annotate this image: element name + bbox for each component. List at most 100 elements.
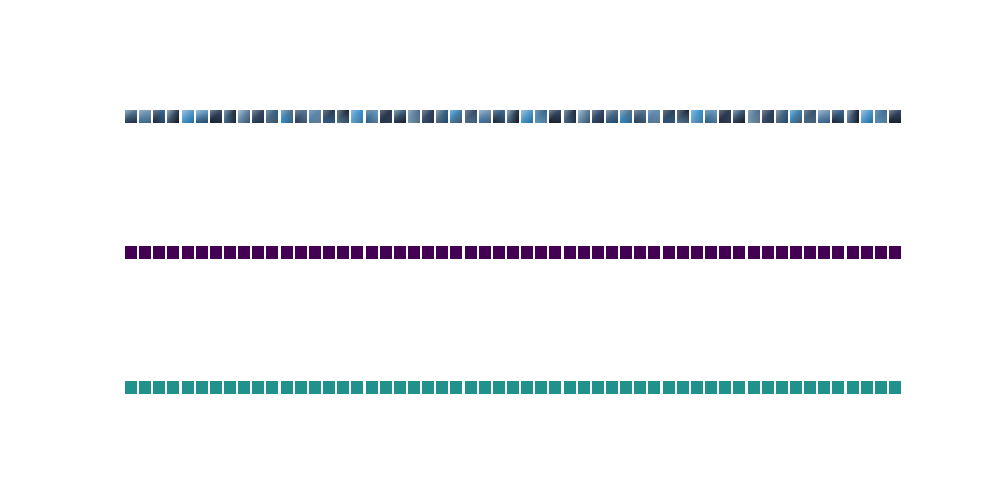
mask-tile <box>125 381 137 394</box>
image-tile <box>210 110 222 123</box>
mask-tile <box>337 246 349 259</box>
mask-tile <box>450 246 462 259</box>
mask-tile <box>366 246 378 259</box>
mask-tile <box>507 246 519 259</box>
image-tile <box>748 110 760 123</box>
image-tile <box>847 110 859 123</box>
image-tile <box>436 110 448 123</box>
mask-tile <box>663 381 675 394</box>
mask-tile <box>691 246 703 259</box>
mask-tile <box>139 246 151 259</box>
mask-tile <box>337 381 349 394</box>
mask-tile <box>790 246 802 259</box>
mask-tile <box>535 246 547 259</box>
image-tile <box>620 110 632 123</box>
mask-tile <box>196 381 208 394</box>
mask-tile <box>323 381 335 394</box>
mask-tile <box>648 246 660 259</box>
image-tile <box>889 110 901 123</box>
mask-tile <box>125 246 137 259</box>
image-tile <box>677 110 689 123</box>
mask-tile <box>776 246 788 259</box>
mask-tile <box>507 381 519 394</box>
mask-tile <box>380 246 392 259</box>
mask-tile <box>224 381 236 394</box>
mask-tile <box>804 381 816 394</box>
mask-tile <box>493 381 505 394</box>
image-tile <box>648 110 660 123</box>
mask-tile <box>733 381 745 394</box>
image-tile <box>804 110 816 123</box>
mask-tile <box>748 246 760 259</box>
mask-tile <box>847 246 859 259</box>
mask-tile <box>450 381 462 394</box>
image-tile <box>351 110 363 123</box>
mask-tile <box>182 246 194 259</box>
mask-tile <box>238 381 250 394</box>
image-tile <box>634 110 646 123</box>
image-tile <box>875 110 887 123</box>
mask-tile <box>479 246 491 259</box>
mask-tile <box>677 246 689 259</box>
mask-tile <box>252 381 264 394</box>
image-tile <box>719 110 731 123</box>
mask-tile <box>549 246 561 259</box>
mask-tile <box>606 381 618 394</box>
mask-tile <box>564 381 576 394</box>
mask-tile <box>677 381 689 394</box>
mask-tile <box>153 246 165 259</box>
mask-tile <box>861 246 873 259</box>
mask-tile <box>634 381 646 394</box>
mask-tile <box>323 246 335 259</box>
teal-mask-row <box>125 381 901 394</box>
mask-tile <box>578 381 590 394</box>
mask-tile <box>196 246 208 259</box>
mask-tile <box>224 246 236 259</box>
mask-tile <box>790 381 802 394</box>
mask-tile <box>295 381 307 394</box>
image-tile <box>266 110 278 123</box>
mask-tile <box>167 246 179 259</box>
image-tile <box>861 110 873 123</box>
mask-tile <box>705 381 717 394</box>
image-tile <box>479 110 491 123</box>
mask-tile <box>620 381 632 394</box>
image-tile <box>153 110 165 123</box>
mask-tile <box>281 246 293 259</box>
mask-tile <box>889 381 901 394</box>
mask-tile <box>309 246 321 259</box>
mask-tile <box>578 246 590 259</box>
image-tile <box>167 110 179 123</box>
mask-tile <box>762 246 774 259</box>
mask-tile <box>521 381 533 394</box>
image-tile <box>281 110 293 123</box>
mask-tile <box>549 381 561 394</box>
image-tile <box>564 110 576 123</box>
image-tile <box>182 110 194 123</box>
mask-tile <box>648 381 660 394</box>
mask-tile <box>436 246 448 259</box>
mask-tile <box>408 246 420 259</box>
mask-tile <box>266 246 278 259</box>
image-tile <box>422 110 434 123</box>
mask-tile <box>875 381 887 394</box>
image-tile <box>521 110 533 123</box>
mask-tile <box>748 381 760 394</box>
image-tile <box>125 110 137 123</box>
mask-tile <box>408 381 420 394</box>
mask-tile <box>691 381 703 394</box>
mask-tile <box>309 381 321 394</box>
image-tile <box>705 110 717 123</box>
mask-tile <box>776 381 788 394</box>
mask-tile <box>832 381 844 394</box>
image-tile <box>535 110 547 123</box>
mask-tile <box>493 246 505 259</box>
mask-tile <box>719 246 731 259</box>
image-tile <box>394 110 406 123</box>
image-tile <box>323 110 335 123</box>
image-tile <box>366 110 378 123</box>
image-tile <box>790 110 802 123</box>
mask-tile <box>238 246 250 259</box>
mask-tile <box>733 246 745 259</box>
